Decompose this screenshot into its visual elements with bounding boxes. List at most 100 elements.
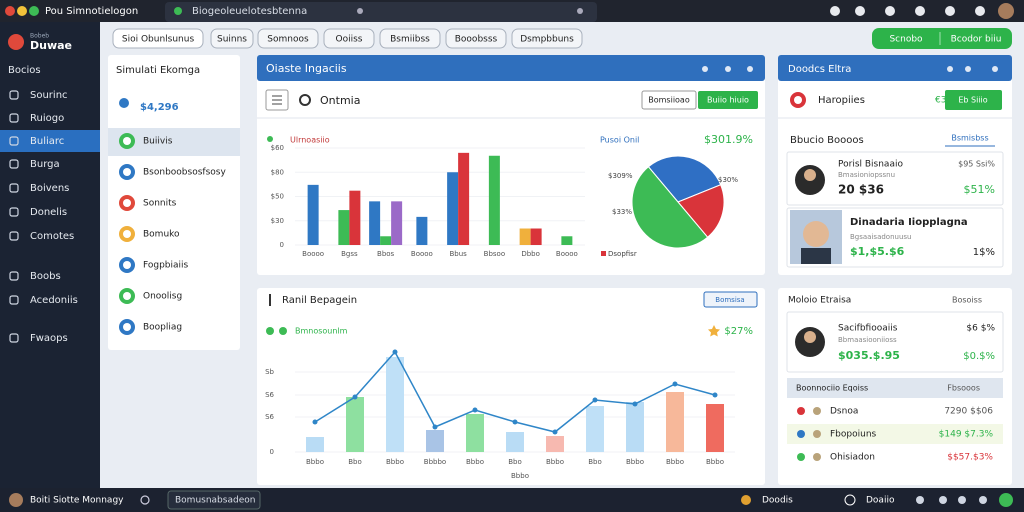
list-item[interactable]: Fogpbiaiis (143, 261, 189, 271)
label: $51% (964, 183, 995, 196)
menu-item[interactable]: Fwaops (30, 333, 68, 344)
label: $1,$5.$6 (850, 245, 905, 258)
brand-logo (8, 34, 24, 50)
label: $4,296 (140, 102, 179, 113)
pie-slice (677, 184, 725, 238)
label: Simulati Ekomga (116, 65, 200, 76)
toolbar-icon (975, 6, 985, 16)
tab[interactable] (379, 28, 441, 49)
tray-icon (939, 496, 947, 504)
status-icon (741, 495, 751, 505)
menu-item[interactable]: Boivens (30, 183, 69, 194)
x-tick-label: Bbbbo (424, 458, 446, 466)
action-button[interactable] (872, 28, 1012, 49)
dropdown[interactable] (703, 291, 758, 308)
tab[interactable] (257, 28, 319, 49)
y-tick-label: $30 (271, 217, 284, 225)
tab-label[interactable]: Bsmiibss (390, 35, 430, 45)
row-button[interactable] (945, 90, 1002, 110)
menu-item[interactable]: Ruiogo (30, 113, 64, 124)
bar (306, 437, 324, 452)
tray-icon (958, 496, 966, 504)
line-point (592, 397, 598, 403)
label[interactable]: Bosoiss (952, 296, 982, 305)
label: Bbbo (511, 472, 529, 480)
row-dot (797, 407, 805, 415)
x-tick-label: Bbus (449, 250, 467, 258)
bar (519, 228, 531, 245)
x-tick-label: Bbsoo (484, 250, 505, 258)
menu-item[interactable]: Donelis (30, 207, 67, 218)
list-item[interactable]: Onoolisg (143, 292, 182, 302)
status-icon (844, 494, 856, 506)
bar (706, 404, 724, 452)
active-item[interactable] (0, 130, 100, 152)
bar (391, 201, 403, 245)
label: Bmasioniopssnu (838, 171, 895, 179)
outline-button[interactable] (641, 90, 697, 110)
y-tick-label: Sb (265, 368, 274, 376)
bar (338, 210, 350, 245)
menu-item[interactable]: Bocios (8, 65, 41, 76)
tab-label[interactable]: Somnoos (267, 35, 309, 45)
item-icon-inner (123, 292, 131, 300)
header-icon (947, 66, 953, 72)
header-icon (992, 66, 998, 72)
menu-item[interactable]: Comotes (30, 231, 74, 242)
menu-item[interactable]: Sourinc (30, 90, 68, 101)
label: $33% (612, 208, 632, 216)
tab[interactable] (511, 28, 583, 49)
y-tick-label: $80 (271, 168, 284, 176)
pie-slice (647, 155, 722, 203)
app-icon (5, 6, 15, 16)
menu-icon (9, 90, 19, 100)
tab-label[interactable]: Dsmpbbuns (520, 35, 574, 45)
heading-icon (299, 94, 311, 106)
label[interactable]: Bsmisbss (951, 134, 988, 143)
row-icon (813, 430, 821, 438)
label: Sacifbfiooaiis (838, 324, 898, 334)
list-item[interactable]: Bomuko (143, 230, 180, 240)
header-icon (747, 66, 753, 72)
tab-label[interactable]: Ooiiss (336, 35, 363, 45)
tab[interactable] (445, 28, 507, 49)
menu-item[interactable]: Buliarc (30, 136, 64, 147)
menu-item[interactable]: Burga (30, 159, 60, 170)
primary-button[interactable] (698, 91, 758, 109)
list-item[interactable]: Boopliag (143, 323, 182, 333)
x-tick-label: Bbbo (466, 458, 484, 466)
tab-label[interactable]: Suinns (217, 35, 247, 45)
menu-icon (9, 271, 19, 281)
tab-control (357, 8, 363, 14)
photo-face (803, 221, 829, 247)
header-icon (965, 66, 971, 72)
x-tick-label: Bbbo (706, 458, 724, 466)
label: Bgsaaisadonuusu (850, 233, 911, 241)
search-box[interactable] (167, 490, 261, 510)
list-item[interactable]: Buiivis (143, 137, 173, 147)
item-icon-inner (123, 261, 131, 269)
label: Boiti Siotte Monnagy (30, 496, 124, 506)
tab[interactable] (210, 28, 254, 49)
label: Buiio hiuio (707, 96, 749, 105)
bar (349, 190, 361, 245)
label: 1$% (973, 247, 995, 258)
tab-label[interactable]: Booobsss (455, 35, 498, 45)
avatar-face (804, 331, 816, 343)
label: Eb Siiio (958, 96, 987, 105)
label[interactable]: Bomusnabsadeon (175, 496, 255, 506)
label: Haropiies (818, 95, 865, 106)
profile-avatar (998, 3, 1014, 19)
menu-item[interactable]: Acedoniis (30, 295, 78, 306)
row-dot (797, 453, 805, 461)
label: Doaiio (866, 496, 895, 506)
tab[interactable] (323, 28, 375, 49)
tab-label[interactable]: Sioi Obunlsunus (122, 35, 195, 45)
x-tick-label: Bbbo (626, 458, 644, 466)
menu-item[interactable]: Boobs (30, 271, 61, 282)
tab[interactable] (112, 28, 204, 49)
avatar-face (804, 169, 816, 181)
list-item[interactable]: Sonnits (143, 199, 177, 209)
x-tick-label: Bgss (341, 250, 358, 258)
list-item[interactable]: Bsonboobsosfsosy (143, 168, 226, 178)
